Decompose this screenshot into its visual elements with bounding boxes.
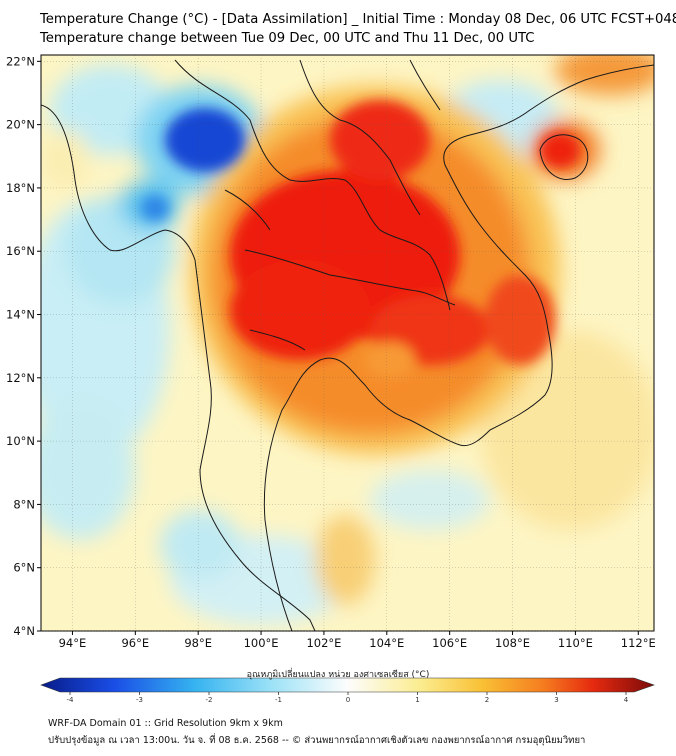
lat-tick-label: 8°N <box>13 497 35 511</box>
colorbar-tick-label: -2 <box>206 696 213 704</box>
lat-tick-label: 14°N <box>6 308 35 322</box>
lon-tick-label: 112°E <box>621 636 656 650</box>
lon-tick-label: 98°E <box>184 636 212 650</box>
longitude-axis: 94°E 96°E 98°E 100°E 102°E 104°E 106°E 108°E 110… <box>59 631 656 650</box>
colorbar-tick-label: -3 <box>136 696 143 704</box>
lat-tick-label: 16°N <box>6 244 35 258</box>
lon-tick-label: 102°E <box>306 636 341 650</box>
colorbar-tick-label: -1 <box>275 696 282 704</box>
lat-tick-label: 6°N <box>13 561 35 575</box>
lat-tick-label: 10°N <box>6 434 35 448</box>
colorbar-tick-label: 1 <box>415 696 419 704</box>
lon-tick-label: 94°E <box>59 636 87 650</box>
lon-tick-label: 110°E <box>558 636 593 650</box>
colorbar-tick-label: 4 <box>624 696 629 704</box>
lon-tick-label: 96°E <box>121 636 149 650</box>
colorbar-label: อุณหภูมิเปลี่ยนแปลง หน่วย องศาเซลเซียส (… <box>246 670 430 680</box>
lat-tick-label: 18°N <box>6 181 35 195</box>
temperature-field <box>41 55 654 631</box>
coastlines <box>41 59 654 631</box>
map-title-line1: Temperature Change (°C) - [Data Assimila… <box>40 12 676 27</box>
lat-tick-label: 20°N <box>6 118 35 132</box>
lon-tick-label: 100°E <box>244 636 279 650</box>
footer-credit: ปรับปรุงข้อมูล ณ เวลา 13:00น. วัน จ. ที่… <box>48 735 586 746</box>
lon-tick-label: 106°E <box>432 636 467 650</box>
map-title-line2: Temperature change between Tue 09 Dec, 0… <box>40 31 535 46</box>
colorbar-tick-label: -4 <box>67 696 75 704</box>
lat-tick-label: 4°N <box>13 624 35 638</box>
colorbar-tick-label: 3 <box>554 696 558 704</box>
lat-tick-label: 12°N <box>6 371 35 385</box>
gridlines <box>41 55 654 632</box>
colorbar-tick-label: 0 <box>346 696 350 704</box>
footer-model-info: WRF-DA Domain 01 :: Grid Resolution 9km … <box>48 718 283 729</box>
colorbar-tick-label: 2 <box>485 696 489 704</box>
latitude-axis: 22°N 20°N 18°N 16°N 14°N 12°N 10°N 8°N 6°N 4°N <box>6 54 41 638</box>
lon-tick-label: 108°E <box>495 636 530 650</box>
colorbar <box>40 677 655 693</box>
lon-tick-label: 104°E <box>369 636 404 650</box>
lat-tick-label: 22°N <box>6 54 35 68</box>
colorbar-ticks: -4 -3 -2 -1 0 1 2 3 4 <box>67 692 629 704</box>
